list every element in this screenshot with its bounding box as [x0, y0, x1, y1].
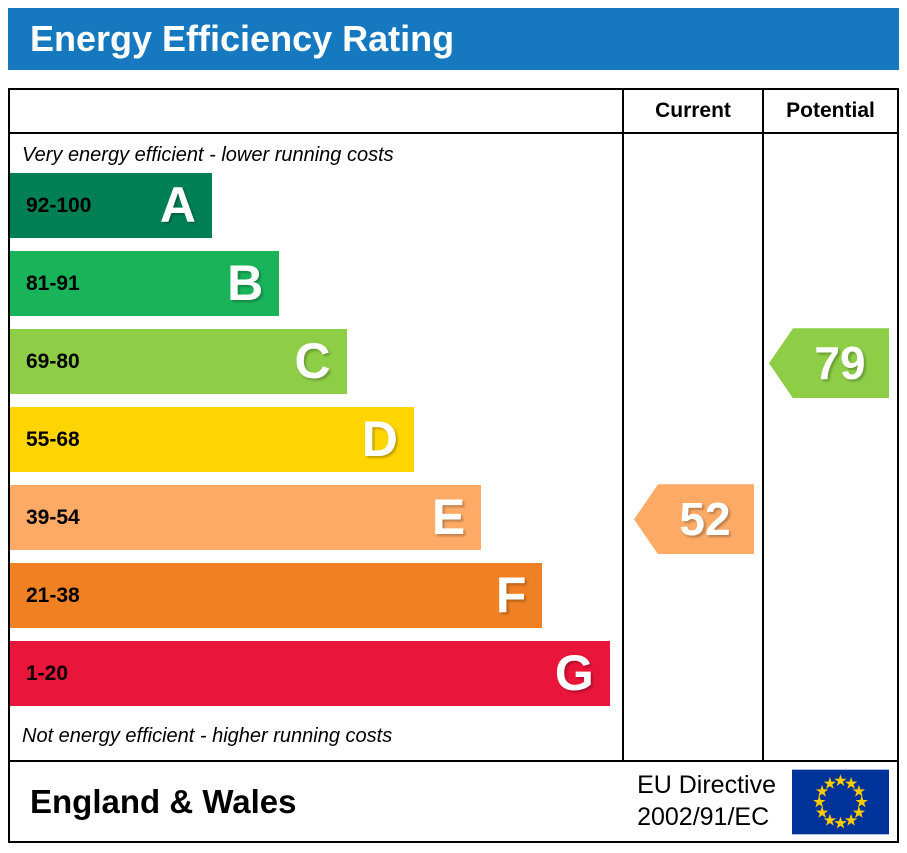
potential-rating-arrow: 79 [769, 328, 889, 399]
band-row-d: 55-68 D [10, 407, 622, 473]
band-bar-f: 21-38 F [10, 563, 543, 629]
column-headers: Current Potential [10, 90, 897, 135]
band-bar-c: 69-80 C [10, 329, 347, 395]
band-row-g: 1-20 G [10, 641, 622, 707]
band-row-e: 39-54 E [10, 485, 622, 551]
band-letter: C [294, 332, 331, 389]
band-bar-g: 1-20 G [10, 641, 610, 707]
band-row-c: 69-80 C [10, 329, 622, 395]
band-range-label: 69-80 [26, 349, 80, 373]
band-range-label: 1-20 [26, 661, 69, 685]
band-letter: B [227, 254, 264, 311]
band-letter: A [159, 176, 196, 233]
band-range-label: 92-100 [26, 193, 92, 217]
eu-directive-label: EU Directive 2002/91/EC [637, 770, 792, 833]
eu-directive-line1: EU Directive [637, 771, 776, 800]
band-letter: D [361, 410, 398, 467]
potential-column: 79 [762, 134, 897, 761]
chart-body: Very energy efficient - lower running co… [10, 134, 897, 761]
potential-column-header: Potential [762, 90, 897, 133]
band-bar-e: 39-54 E [10, 485, 482, 551]
eu-directive-line2: 2002/91/EC [637, 802, 770, 831]
eu-flag [792, 769, 889, 834]
band-bar-a: 92-100 A [10, 173, 212, 239]
current-column: 52 [622, 134, 762, 761]
rating-scale-area: Very energy efficient - lower running co… [10, 134, 622, 760]
page-title: Energy Efficiency Rating [30, 18, 455, 59]
epc-chart: Current Potential Very energy efficient … [8, 88, 899, 843]
band-row-a: 92-100 A [10, 173, 622, 239]
band-row-f: 21-38 F [10, 563, 622, 629]
band-range-label: 55-68 [26, 427, 80, 451]
current-column-header: Current [622, 90, 762, 133]
band-range-label: 39-54 [26, 505, 80, 529]
top-note: Very energy efficient - lower running co… [22, 144, 394, 167]
band-range-label: 21-38 [26, 583, 80, 607]
bottom-note: Not energy efficient - higher running co… [22, 725, 393, 748]
band-bar-b: 81-91 B [10, 251, 280, 317]
current-rating-value: 52 [679, 493, 731, 546]
band-letter: G [554, 644, 594, 701]
rating-bands: 92-100 A 81-91 B 69-80 C 55-68 D 39-54 E 21-38 F 1-2… [10, 173, 622, 719]
footer: England & Wales EU Directive 2002/91/EC [10, 760, 897, 841]
band-letter: E [431, 488, 466, 545]
region-label: England & Wales [30, 782, 297, 820]
band-letter: F [495, 566, 527, 623]
band-row-b: 81-91 B [10, 251, 622, 317]
band-bar-d: 55-68 D [10, 407, 414, 473]
current-rating-arrow: 52 [634, 484, 754, 555]
column-header-spacer [10, 90, 622, 132]
band-range-label: 81-91 [26, 271, 80, 295]
title-bar: Energy Efficiency Rating [8, 8, 899, 70]
potential-rating-value: 79 [814, 337, 866, 390]
